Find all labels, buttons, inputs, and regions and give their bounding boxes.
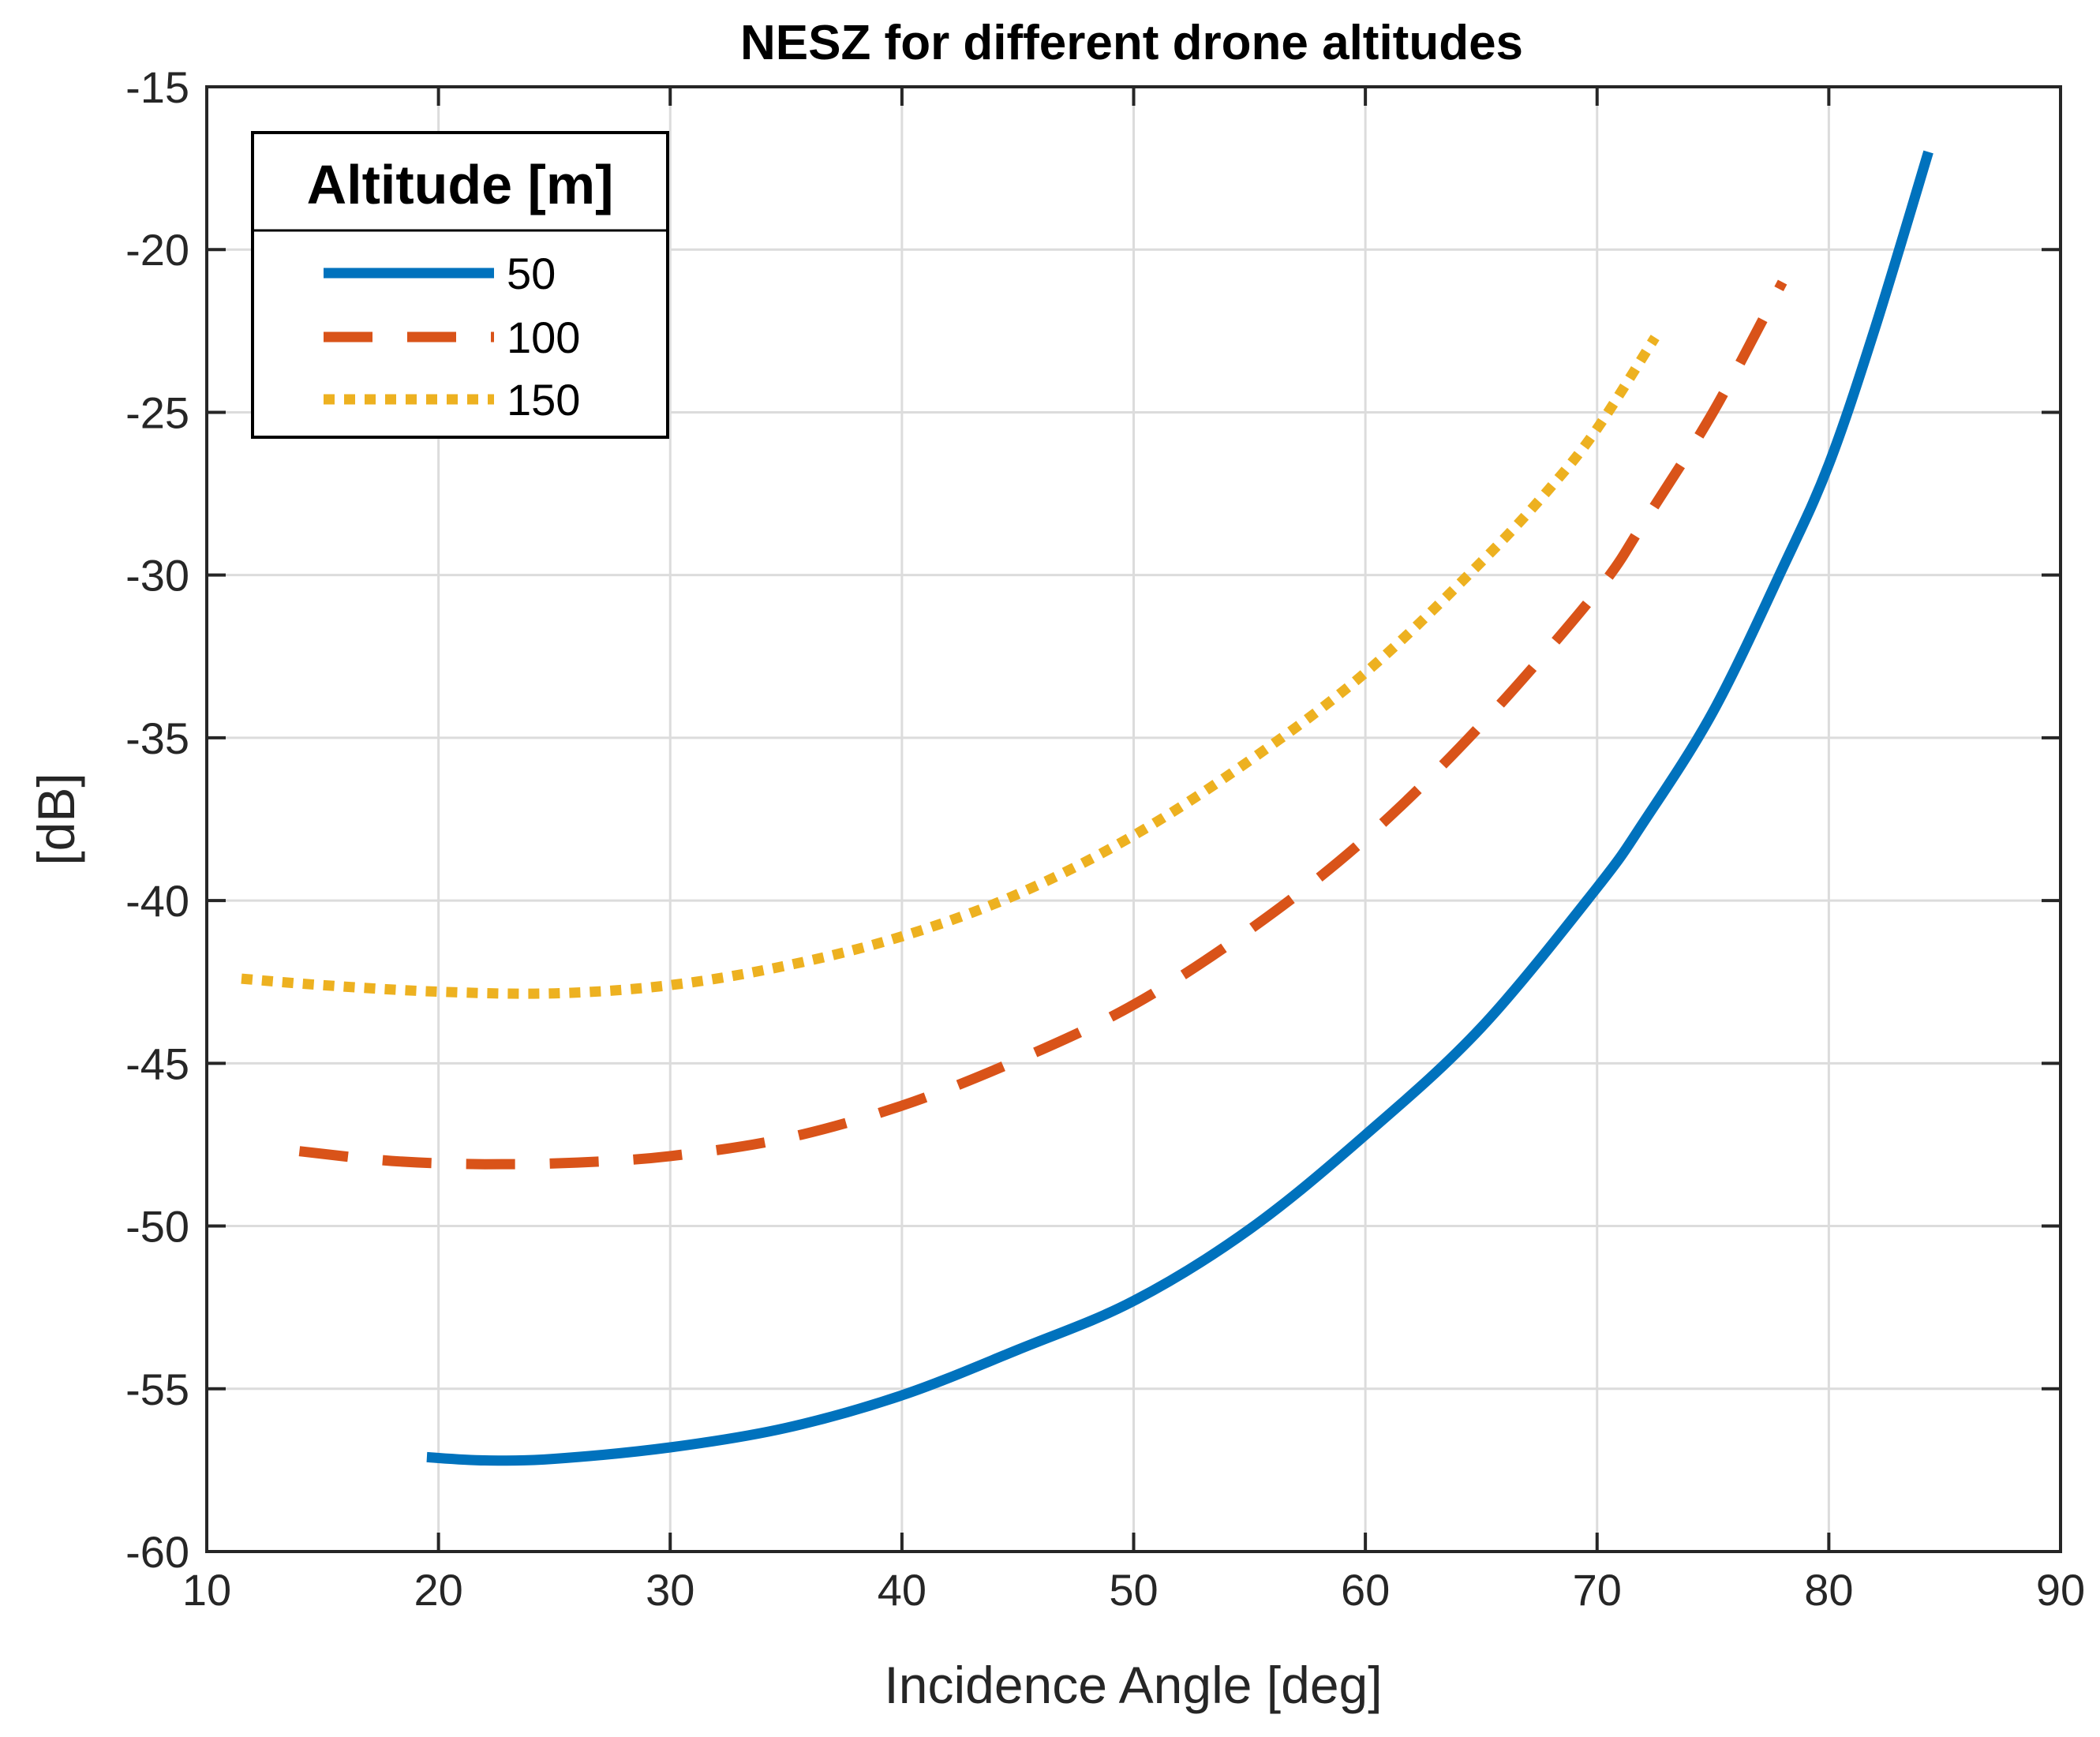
legend-title: Altitude [m] — [307, 154, 614, 215]
y-tick-label: -45 — [125, 1039, 189, 1088]
x-tick-label: 50 — [1109, 1565, 1158, 1615]
x-tick-label: 30 — [646, 1565, 694, 1615]
y-tick-label: -55 — [125, 1365, 189, 1414]
x-tick-label: 70 — [1573, 1565, 1622, 1615]
series-line-150 — [241, 335, 1660, 999]
legend-label-50: 50 — [507, 249, 556, 298]
x-tick-label: 90 — [2036, 1565, 2085, 1615]
x-tick-label: 20 — [414, 1565, 462, 1615]
legend: Altitude [m] 50 100 150 — [251, 131, 669, 439]
legend-items: 50 100 150 — [324, 249, 580, 425]
y-tick-label: -40 — [125, 876, 189, 926]
x-tick-label: 60 — [1341, 1565, 1390, 1615]
series-group — [241, 150, 1933, 1466]
x-tick-labels: 10 20 30 40 50 60 70 80 90 — [182, 1565, 2085, 1615]
x-tick-label: 80 — [1804, 1565, 1853, 1615]
y-tick-labels: -60 -55 -50 -45 -40 -35 -30 -25 -20 -15 — [125, 62, 189, 1577]
legend-label-150: 150 — [507, 375, 580, 425]
chart-title: NESZ for different drone altitudes — [740, 16, 1523, 70]
y-tick-label: -60 — [125, 1527, 189, 1577]
y-tick-label: -15 — [125, 62, 189, 112]
y-tick-label: -35 — [125, 713, 189, 763]
x-tick-label: 40 — [878, 1565, 926, 1615]
x-axis-label: Incidence Angle [deg] — [884, 1656, 1382, 1714]
ticks — [205, 85, 2062, 1553]
y-axis-label: [dB] — [27, 773, 85, 865]
y-tick-label: -20 — [125, 225, 189, 275]
legend-box — [251, 131, 669, 439]
series-line-100 — [298, 279, 1787, 1170]
y-tick-label: -25 — [125, 387, 189, 437]
x-tick-label: 10 — [182, 1565, 231, 1615]
y-tick-label: -50 — [125, 1202, 189, 1252]
y-tick-label: -30 — [125, 551, 189, 601]
series-line-50 — [426, 150, 1933, 1466]
legend-label-100: 100 — [507, 313, 580, 362]
